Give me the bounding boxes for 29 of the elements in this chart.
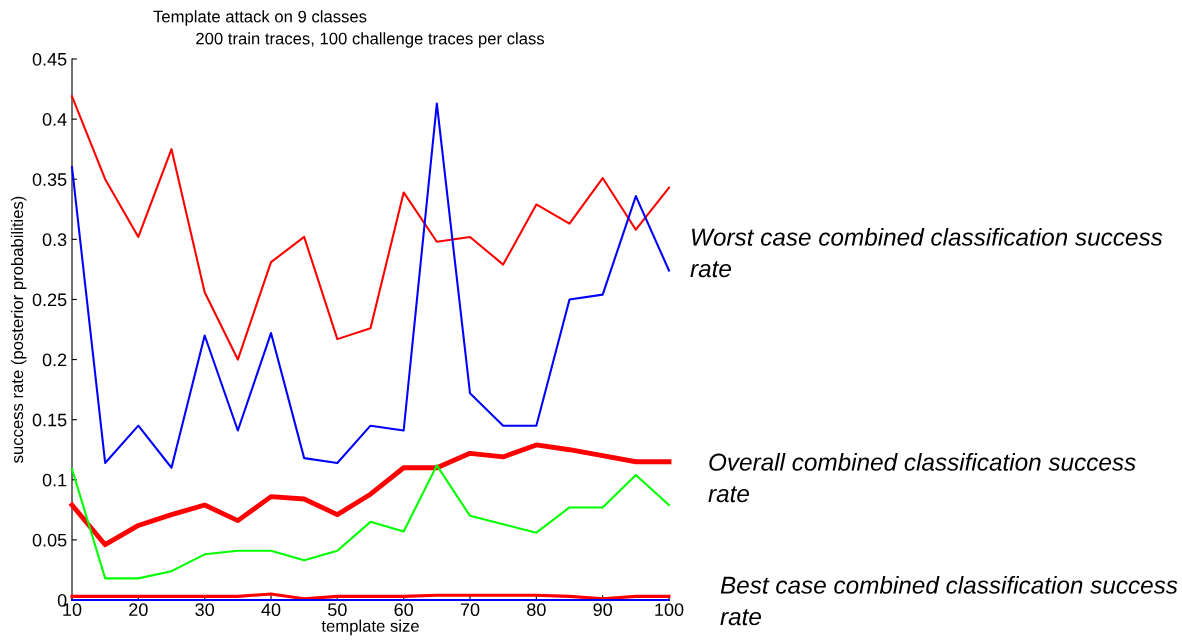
y-tick-label: 0.2 xyxy=(42,353,67,367)
x-tick-label: 30 xyxy=(195,603,214,617)
x-tick-label: 40 xyxy=(261,603,281,617)
x-tick-label: 80 xyxy=(527,603,546,617)
y-tick-label: 0.3 xyxy=(42,233,67,247)
y-tick-label: 0.25 xyxy=(32,293,67,307)
line-series xyxy=(70,102,671,469)
y-tick-label: 0.4 xyxy=(42,113,67,126)
x-tick-label: 20 xyxy=(129,603,148,617)
text: Best case combined classification success rate xyxy=(720,575,1178,626)
y-axis-title: success rate (posterior probabilities) xyxy=(10,196,27,463)
x-tick-label: 70 xyxy=(460,603,480,617)
x-tick-label: 90 xyxy=(593,603,612,617)
chart-subtitle: 200 train traces, 100 challenge traces per class xyxy=(196,32,545,48)
text: Overall combined classification success rate xyxy=(708,452,1136,503)
x-axis-title: template size xyxy=(321,619,419,636)
line-series xyxy=(70,95,671,361)
x-tick-label: 100 xyxy=(655,603,684,617)
line-series xyxy=(70,464,671,580)
y-tick-label: 0.35 xyxy=(32,173,67,186)
y-tick-label: 0.45 xyxy=(32,52,67,66)
x-tick-label: 50 xyxy=(328,603,347,617)
x-tick-label: 60 xyxy=(394,603,413,617)
y-tick-label: 0.05 xyxy=(32,533,67,547)
chart-title: Template attack on 9 classes xyxy=(153,10,367,26)
y-tick-label: 0.15 xyxy=(32,413,67,427)
text: Worst case combined classification success rate xyxy=(690,227,1163,278)
line-series xyxy=(69,442,672,548)
y-tick-label: 0.1 xyxy=(42,473,67,487)
